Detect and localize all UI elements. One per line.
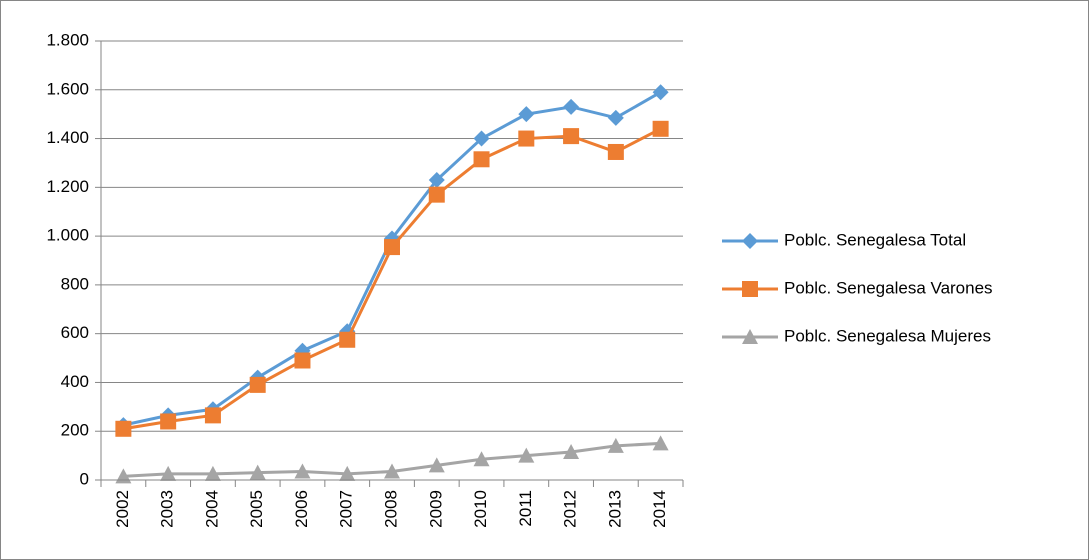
y-tick-label: 200 [61, 421, 89, 440]
y-tick-label: 600 [61, 323, 89, 342]
y-tick-label: 1.000 [46, 226, 89, 245]
marker [652, 435, 669, 451]
x-tick-label: 2011 [516, 490, 535, 527]
x-tick-label: 2006 [292, 490, 311, 528]
marker [204, 465, 221, 481]
x-tick-label: 2012 [561, 490, 580, 528]
x-tick-label: 2004 [202, 490, 221, 528]
marker [160, 413, 177, 430]
marker [428, 457, 445, 473]
marker [384, 239, 400, 256]
marker [473, 130, 490, 147]
x-tick-label: 2014 [650, 490, 669, 528]
y-tick-label: 1.800 [46, 30, 89, 49]
marker [249, 376, 266, 393]
marker [652, 120, 669, 137]
marker [160, 465, 177, 481]
x-tick-label: 2007 [337, 490, 356, 528]
marker [294, 352, 311, 369]
marker [384, 463, 400, 479]
marker [742, 233, 758, 249]
marker [428, 186, 445, 203]
y-tick-label: 0 [80, 469, 89, 488]
marker [563, 98, 580, 115]
marker [249, 464, 266, 480]
marker [607, 437, 624, 453]
y-tick-label: 400 [61, 372, 89, 391]
marker [742, 281, 758, 297]
marker [607, 109, 624, 126]
x-tick-label: 2003 [158, 490, 177, 528]
y-tick-label: 1.600 [46, 79, 89, 98]
marker [607, 143, 624, 160]
marker [518, 106, 535, 123]
marker [518, 130, 535, 147]
marker [339, 331, 356, 348]
marker [204, 407, 221, 424]
marker [339, 465, 356, 481]
x-tick-label: 2002 [113, 490, 132, 528]
marker [518, 447, 535, 463]
legend-label: Poblc. Senegalesa Varones [784, 278, 993, 297]
y-tick-label: 800 [61, 274, 89, 293]
marker [563, 443, 580, 459]
marker [473, 151, 490, 168]
marker [428, 172, 445, 189]
marker [473, 451, 490, 467]
x-tick-label: 2010 [471, 490, 490, 528]
marker [115, 420, 132, 437]
x-tick-label: 2013 [605, 490, 624, 528]
legend-label: Poblc. Senegalesa Total [784, 230, 966, 249]
y-tick-label: 1.200 [46, 177, 89, 196]
x-tick-label: 2005 [247, 490, 266, 528]
x-tick-label: 2009 [426, 490, 445, 528]
x-tick-label: 2008 [381, 490, 400, 528]
marker [652, 84, 669, 101]
marker [742, 329, 758, 344]
marker [563, 128, 580, 145]
y-tick-label: 1.400 [46, 128, 89, 147]
marker [294, 463, 311, 479]
legend-label: Poblc. Senegalesa Mujeres [784, 326, 991, 345]
